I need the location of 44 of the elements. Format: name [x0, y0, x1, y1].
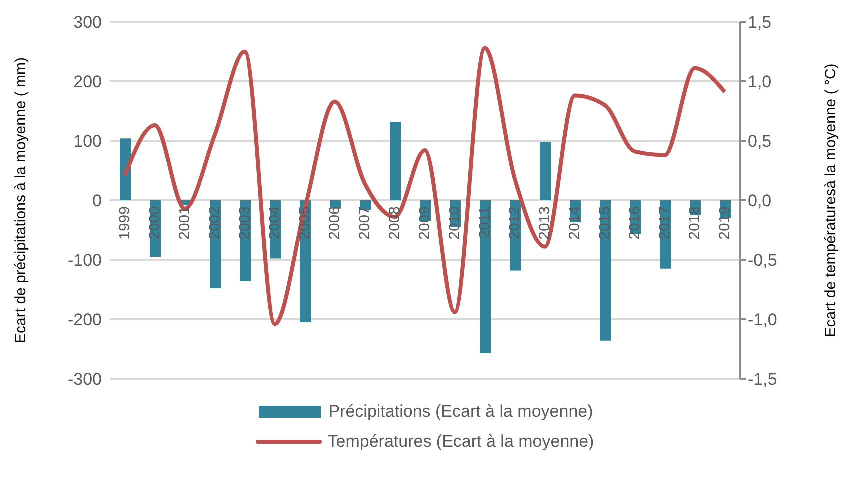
x-tick-label: 2014	[566, 206, 584, 240]
bar	[480, 200, 491, 354]
x-tick-label: 2006	[326, 206, 344, 240]
x-tick-label: 2016	[626, 206, 644, 240]
y2-tick-label: 0,5	[748, 132, 772, 152]
y2-tick-label: 0,0	[748, 192, 772, 211]
x-tick-label: 2001	[176, 206, 194, 240]
x-tick-label: 1999	[116, 206, 134, 240]
y2-tick-label: -1,5	[748, 370, 778, 390]
y-tick-label: 200	[74, 72, 102, 92]
bar	[390, 122, 401, 200]
y-tick-label: -200	[68, 310, 102, 330]
legend-label: Précipitations (Ecart à la moyenne)	[328, 402, 594, 422]
x-tick-label: 2015	[596, 206, 614, 240]
x-tick-label: 2003	[236, 206, 254, 240]
y2-tick-label: -0,5	[748, 251, 778, 270]
x-tick-label: 2019	[716, 206, 734, 240]
y-tick-label: -300	[68, 370, 102, 390]
y2-tick-label: 1,0	[748, 72, 772, 92]
y-tick-label: -100	[68, 251, 102, 270]
legend-label: Températures (Ecart à la moyenne)	[328, 432, 594, 452]
x-tick-label: 2011	[476, 206, 494, 239]
bar	[120, 138, 131, 200]
y-tick-label: 100	[74, 132, 102, 152]
bar	[600, 200, 611, 341]
x-tick-label: 2018	[686, 206, 704, 240]
bar	[540, 142, 551, 200]
x-tick-label: 2013	[536, 206, 554, 240]
x-tick-label: 2012	[506, 206, 524, 240]
x-tick-label: 2004	[266, 206, 284, 240]
y2-tick-label: 1,5	[748, 13, 772, 32]
x-tick-label: 2007	[356, 206, 374, 240]
x-tick-label: 2010	[446, 206, 464, 240]
x-tick-label: 2000	[146, 206, 164, 240]
x-tick-label: 2017	[656, 206, 674, 240]
y-tick-label: 300	[74, 13, 102, 32]
y2-axis-title: Ecart de températuresà la moyenne ( °C)	[822, 64, 840, 338]
y-axis-title: Ecart de précipitations à la moyenne ( mm)	[12, 58, 30, 344]
x-tick-label: 2002	[206, 206, 224, 240]
x-tick-label: 2009	[416, 206, 434, 240]
x-tick-label: 2008	[386, 206, 404, 240]
y-tick-label: 0	[92, 192, 102, 211]
y2-tick-label: -1,0	[748, 310, 778, 330]
x-tick-label: 2005	[296, 206, 314, 240]
